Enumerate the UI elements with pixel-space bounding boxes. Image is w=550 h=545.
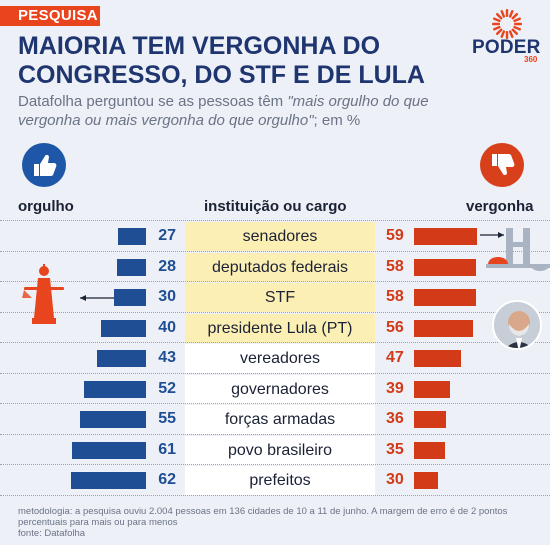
value-label-orgulho: 27 (158, 227, 176, 244)
category-label: vereadores (185, 344, 375, 373)
methodology-note: metodologia: a pesquisa ouviu 2.004 pess… (18, 506, 508, 528)
thumbs-down-icon (480, 143, 524, 187)
category-label: deputados federais (185, 252, 375, 282)
source-note: fonte: Datafolha (18, 528, 86, 539)
value-label-vergonha: 36 (386, 410, 404, 427)
category-label: presidente Lula (PT) (185, 313, 375, 343)
value-label-orgulho: 61 (158, 440, 176, 458)
bar-orgulho (118, 228, 146, 245)
subtitle-quote: "mais orgulho do que vergonha ou mais ve… (18, 93, 429, 129)
chart-row: 61 povo brasileiro 35 (0, 433, 550, 465)
value-label-vergonha: 59 (386, 227, 404, 244)
value-label-orgulho: 55 (158, 410, 176, 427)
bar-vergonha (414, 319, 474, 337)
category-label: STF (185, 283, 375, 312)
bar-orgulho (80, 411, 146, 428)
chart-row: 43 vereadores 47 (0, 342, 550, 373)
bar-orgulho (70, 472, 146, 489)
bar-vergonha (414, 289, 476, 306)
page-title: MAIORIA TEM VERGONHA DO CONGRESSO, DO ST… (18, 32, 425, 89)
chart-row: 28 deputados federais 58 (0, 250, 550, 282)
value-label-vergonha: 58 (386, 257, 404, 275)
logo-text: PODER (472, 37, 541, 58)
category-label: forças armadas (185, 405, 375, 434)
bar-vergonha (414, 411, 446, 428)
value-label-vergonha: 35 (386, 440, 404, 458)
chart-row: 52 governadores 39 (0, 372, 550, 404)
chart-row: 27 senadores 59 (0, 220, 550, 251)
bar-vergonha (414, 380, 451, 398)
bar-vergonha (414, 228, 478, 245)
category-label: senadores (185, 222, 375, 251)
category-label: prefeitos (185, 466, 375, 495)
bar-orgulho (72, 441, 146, 459)
bar-orgulho (96, 350, 146, 367)
bar-vergonha (414, 258, 476, 276)
footer: metodologia: a pesquisa ouviu 2.004 pess… (18, 506, 538, 539)
lula-photo (492, 300, 542, 350)
column-header-vergonha: vergonha (466, 198, 534, 215)
thumbs-up-icon (22, 143, 66, 187)
poder360-logo-icon (492, 9, 522, 39)
congress-building-icon (480, 228, 550, 271)
chart-row: 62 prefeitos 30 (0, 464, 550, 496)
value-label-vergonha: 30 (386, 471, 404, 488)
value-label-orgulho: 62 (158, 471, 176, 488)
bar-vergonha (414, 472, 438, 489)
logo-sub: 360 (524, 55, 538, 64)
value-label-vergonha: 39 (386, 379, 404, 397)
value-label-orgulho: 40 (158, 318, 176, 336)
bar-vergonha (414, 441, 445, 459)
column-header-instituicao: instituição ou cargo (204, 198, 347, 215)
value-label-vergonha: 47 (386, 349, 404, 366)
value-label-vergonha: 58 (386, 288, 404, 305)
value-label-orgulho: 52 (158, 379, 176, 397)
section-tag: PESQUISA (0, 6, 100, 26)
column-header-orgulho: orgulho (18, 198, 74, 215)
value-label-orgulho: 43 (158, 349, 176, 366)
justice-statue-icon (22, 264, 114, 324)
category-label: governadores (185, 374, 375, 404)
chart-row: 55 forças armadas 36 (0, 403, 550, 434)
bar-orgulho (100, 319, 146, 337)
category-label: povo brasileiro (185, 435, 375, 465)
chart-row: 40 presidente Lula (PT) 56 (0, 311, 550, 343)
subtitle-prefix: Datafolha perguntou se as pessoas têm (18, 93, 288, 110)
bar-orgulho (84, 380, 146, 398)
value-label-vergonha: 56 (386, 318, 404, 336)
value-label-orgulho: 30 (158, 288, 176, 305)
bar-orgulho (114, 289, 146, 306)
value-label-orgulho: 28 (158, 257, 176, 275)
subtitle-suffix: ; em % (313, 112, 361, 129)
chart-row: 30 STF 58 (0, 281, 550, 312)
bar-vergonha (414, 350, 461, 367)
subtitle: Datafolha perguntou se as pessoas têm "m… (18, 92, 438, 130)
bar-orgulho (116, 258, 146, 276)
